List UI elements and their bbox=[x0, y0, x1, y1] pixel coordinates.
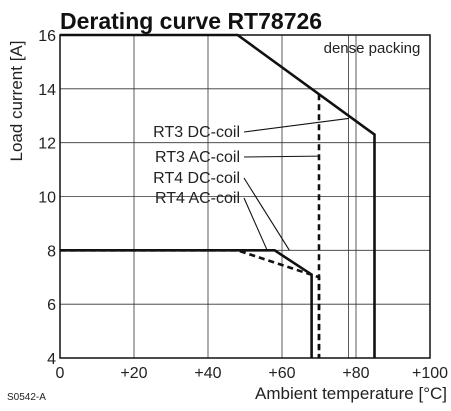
y-tick-label: 14 bbox=[38, 82, 56, 99]
annotations: RT3 DC-coil RT3 AC-coil RT4 DC-coil RT4 AC-… bbox=[153, 117, 349, 251]
plot-frame bbox=[59, 34, 431, 359]
y-tick-label: 4 bbox=[47, 351, 56, 368]
figure-code: S0542-A bbox=[7, 392, 46, 403]
annotation-leader-line bbox=[243, 177, 290, 251]
series-line-rt4-dc-coil bbox=[60, 249, 313, 358]
y-tick-label: 12 bbox=[38, 136, 56, 153]
y-tick-label: 8 bbox=[47, 243, 56, 260]
y-tick-label: 6 bbox=[47, 297, 56, 314]
tick-labels: 0 +20 +40 +60 +80 +100 4 6 8 10 12 14 16 bbox=[38, 28, 448, 382]
annotation-leader-line bbox=[243, 155, 320, 158]
annotation-label: RT3 AC-coil bbox=[155, 149, 240, 166]
y-axis-label: Load current [A] bbox=[7, 41, 26, 162]
chart-title: Derating curve RT78726 bbox=[60, 8, 322, 34]
series-line-rt4-ac-coil bbox=[60, 249, 321, 358]
x-tick-label: +100 bbox=[412, 365, 448, 382]
y-tick-label: 10 bbox=[38, 190, 56, 207]
x-tick-label: +60 bbox=[268, 365, 295, 382]
y-tick-label: 16 bbox=[38, 28, 56, 45]
annotation-label: RT4 AC-coil bbox=[155, 190, 240, 207]
x-tick-label: +40 bbox=[194, 365, 221, 382]
annotation-leader-line bbox=[243, 197, 268, 251]
dense-packing-label: dense packing bbox=[324, 40, 421, 57]
annotation-label: RT4 DC-coil bbox=[153, 170, 240, 187]
x-tick-label: +80 bbox=[342, 365, 369, 382]
annotation-leader-line bbox=[243, 117, 349, 133]
x-tick-label: 0 bbox=[56, 365, 65, 382]
x-axis-label: Ambient temperature [°C] bbox=[255, 384, 447, 403]
annotation-label: RT3 DC-coil bbox=[153, 124, 240, 141]
x-tick-label: +20 bbox=[120, 365, 147, 382]
